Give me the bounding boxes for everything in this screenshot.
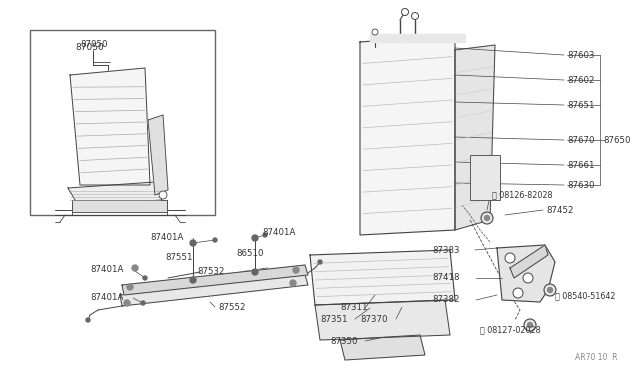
Polygon shape [340,335,425,360]
Text: 87603: 87603 [567,51,595,60]
Polygon shape [455,45,495,230]
Text: 87551: 87551 [165,253,193,263]
Circle shape [213,238,217,242]
Text: 87630: 87630 [567,180,595,189]
Polygon shape [70,68,150,185]
Circle shape [318,260,322,264]
Polygon shape [122,265,308,295]
Circle shape [293,267,299,273]
Polygon shape [370,34,465,42]
Text: 87661: 87661 [567,160,595,170]
Circle shape [159,191,167,199]
Text: 87401A: 87401A [150,232,184,241]
Polygon shape [68,182,162,205]
Text: 87050: 87050 [80,39,108,48]
Circle shape [252,235,258,241]
Circle shape [86,318,90,322]
Text: 87418: 87418 [432,273,460,282]
Circle shape [505,253,515,263]
Text: 87401A: 87401A [262,228,296,237]
Polygon shape [510,245,548,278]
Text: 87452: 87452 [546,205,573,215]
Circle shape [544,284,556,296]
Text: 87602: 87602 [567,76,595,84]
Polygon shape [360,35,455,235]
Circle shape [513,288,523,298]
Circle shape [547,288,552,292]
Circle shape [527,323,532,327]
Circle shape [524,319,536,331]
Circle shape [523,273,533,283]
Text: 87670: 87670 [567,135,595,144]
Text: 87650: 87650 [603,135,630,144]
Text: 87651: 87651 [567,100,595,109]
Polygon shape [148,115,168,195]
Text: 87370: 87370 [360,315,387,324]
Circle shape [290,280,296,286]
Bar [72,200,167,212]
Text: 87351: 87351 [320,315,348,324]
Circle shape [190,240,196,246]
Text: Ⓢ 08540-51642: Ⓢ 08540-51642 [555,292,616,301]
Text: 87382: 87382 [432,295,460,305]
Text: 87050: 87050 [75,42,104,51]
Polygon shape [310,250,455,305]
Circle shape [484,215,490,221]
Text: 87383: 87383 [432,246,460,254]
Text: 87401A: 87401A [90,266,124,275]
Bar [30,30,215,215]
Polygon shape [315,300,450,340]
Text: Ⓑ 08127-02028: Ⓑ 08127-02028 [480,326,541,334]
Text: 87401A: 87401A [90,292,124,301]
Circle shape [412,13,419,19]
Circle shape [127,284,133,290]
Text: 87552: 87552 [218,304,246,312]
Text: 87532: 87532 [197,267,225,276]
Polygon shape [120,275,308,306]
Circle shape [263,233,267,237]
Text: AR70 10  R: AR70 10 R [575,353,618,362]
Text: 86510: 86510 [236,250,264,259]
Circle shape [190,277,196,283]
Circle shape [143,276,147,280]
Circle shape [132,265,138,271]
Circle shape [372,29,378,35]
Text: 87311: 87311 [340,304,367,312]
Text: Ⓑ 08126-82028: Ⓑ 08126-82028 [492,190,552,199]
Circle shape [252,269,258,275]
Bar [470,155,500,200]
Circle shape [124,300,130,306]
Circle shape [141,301,145,305]
Circle shape [401,9,408,16]
Polygon shape [497,245,555,302]
Circle shape [481,212,493,224]
Text: 87350: 87350 [330,337,358,346]
